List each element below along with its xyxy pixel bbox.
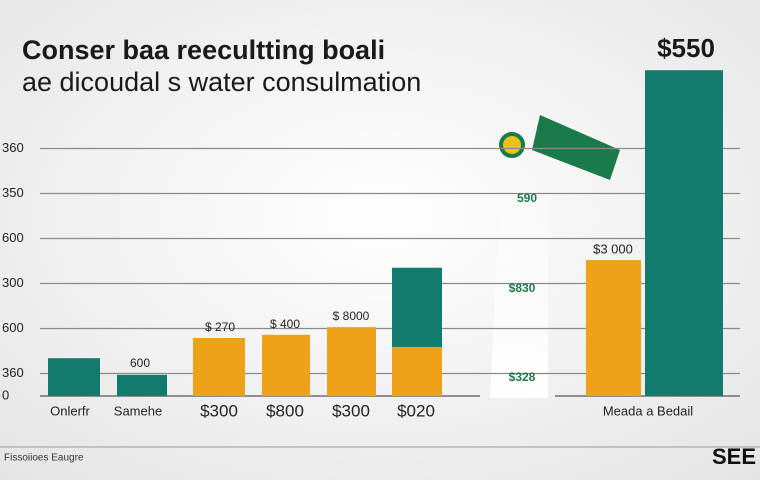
badge-icon xyxy=(499,132,525,158)
annotation: $ 400 xyxy=(270,317,300,331)
annotation: $328 xyxy=(509,370,536,384)
y-tick-label: 360 xyxy=(2,140,24,155)
bar xyxy=(392,346,442,396)
headline-value: $550 xyxy=(657,33,715,63)
annotation: $830 xyxy=(509,281,536,295)
chart-title: Conser baa reecultting boali xyxy=(22,35,385,65)
footer-right: SEE xyxy=(712,444,756,469)
bar xyxy=(48,358,100,396)
bar xyxy=(392,267,442,347)
y-tick-label: 300 xyxy=(2,275,24,290)
y-tick-label: 600 xyxy=(2,230,24,245)
x-tick-label: $300 xyxy=(332,401,370,420)
bar xyxy=(117,374,167,396)
x-tick-label: $800 xyxy=(266,401,304,420)
x-tick-label: $020 xyxy=(397,401,435,420)
bar xyxy=(262,334,310,396)
tilted-block xyxy=(532,115,620,180)
ghost-bar xyxy=(490,198,548,398)
y-tick-label: 360 xyxy=(2,365,24,380)
bar xyxy=(586,260,641,396)
annotation: 590 xyxy=(517,191,537,205)
chart-subtitle: ae dicoudal s water consulmation xyxy=(22,67,421,97)
bar xyxy=(193,337,245,396)
bar xyxy=(327,327,376,396)
x-tick-label: Samehe xyxy=(114,403,162,418)
y-tick-label: 600 xyxy=(2,320,24,335)
y-tick-label: 0 xyxy=(2,387,9,402)
annotation: 600 xyxy=(130,356,150,370)
footer-left: Fissoiioes Eaugre xyxy=(4,453,84,464)
y-tick-label: 350 xyxy=(2,185,24,200)
annotation: $3 000 xyxy=(593,241,633,256)
annotation: $ 8000 xyxy=(333,309,370,323)
bar xyxy=(645,70,723,396)
x-tick-label: $300 xyxy=(200,401,238,420)
x-tick-label: Meada a Bedail xyxy=(603,403,693,418)
annotation: $ 270 xyxy=(205,320,235,334)
x-tick-label: Onlerfr xyxy=(50,403,90,418)
